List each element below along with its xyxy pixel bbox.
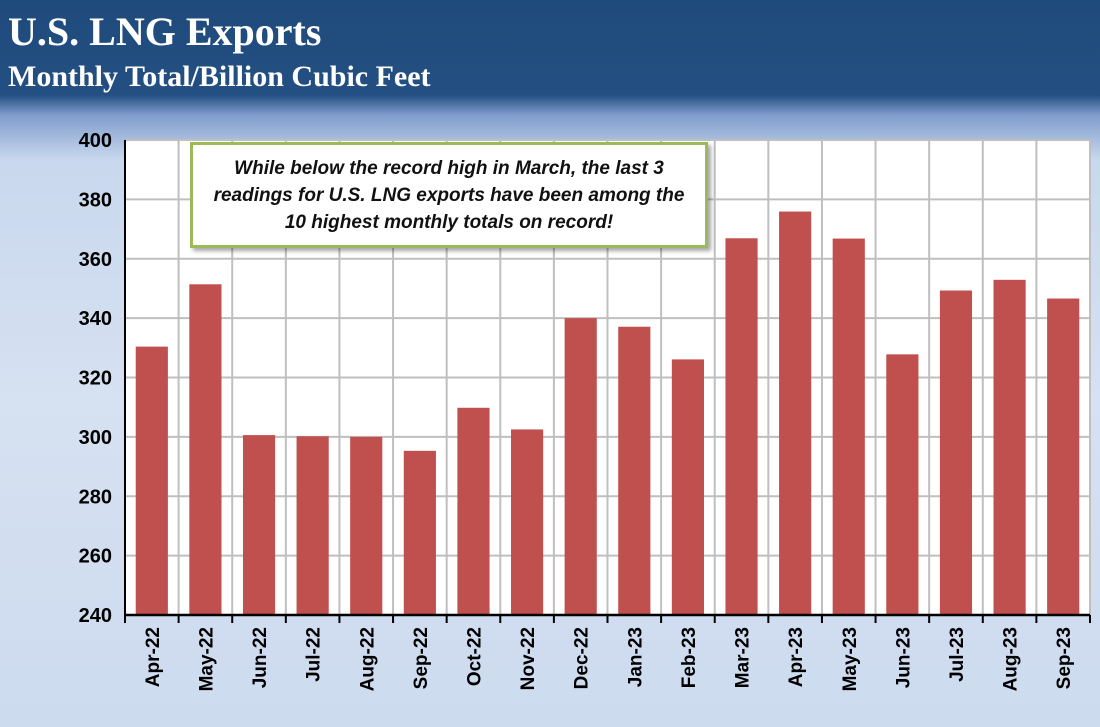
x-tick-label: Jul-22: [304, 627, 325, 682]
bar-jun-22: [242, 435, 276, 615]
x-tick-label: Sep-22: [411, 627, 432, 689]
x-tick-label: Dec-22: [572, 627, 593, 689]
x-tick-label: Aug-22: [357, 627, 378, 691]
bar-jul-23: [939, 290, 973, 615]
y-tick-label: 320: [79, 368, 112, 390]
y-tick-label: 280: [79, 486, 112, 508]
bar-dec-22: [564, 318, 597, 615]
bar-jun-23: [886, 354, 919, 615]
x-tick-label: Nov-22: [518, 627, 539, 690]
x-tick-label: Jun-23: [893, 627, 914, 688]
bar-feb-23: [671, 359, 704, 615]
x-tick-label: Apr-22: [143, 627, 164, 687]
x-tick-label: May-22: [196, 627, 217, 691]
bar-may-23: [832, 238, 865, 615]
bar-jul-22: [296, 436, 329, 615]
bar-jan-23: [618, 326, 651, 615]
bar-aug-22: [350, 436, 383, 615]
x-tick-label: Sep-23: [1054, 627, 1075, 689]
bar-nov-22: [511, 429, 544, 615]
x-tick-label: Mar-23: [733, 627, 754, 688]
x-tick-label: Jul-23: [947, 627, 968, 682]
bar-aug-23: [993, 279, 1026, 615]
y-tick-label: 300: [79, 427, 112, 449]
y-tick-label: 380: [79, 189, 112, 211]
x-tick-label: Feb-23: [679, 627, 700, 688]
x-tick-label: May-23: [840, 627, 861, 691]
x-tick-label: Jan-23: [625, 627, 646, 687]
x-tick-label: Apr-23: [786, 627, 807, 687]
x-tick-label: Aug-23: [1001, 627, 1022, 691]
y-tick-label: 340: [79, 308, 112, 330]
y-tick-label: 240: [79, 605, 112, 627]
chart-title: U.S. LNG Exports: [8, 9, 322, 54]
annotation-box: While below the record high in March, th…: [190, 142, 708, 248]
bar-sep-23: [1047, 298, 1080, 615]
chart-subtitle: Monthly Total/Billion Cubic Feet: [8, 60, 431, 93]
bar-apr-23: [779, 211, 812, 615]
bar-apr-22: [135, 346, 168, 615]
x-tick-label: Oct-22: [464, 627, 485, 686]
bar-may-22: [189, 284, 222, 615]
bar-oct-22: [457, 407, 490, 615]
bar-mar-23: [725, 238, 758, 615]
y-tick-label: 400: [79, 130, 112, 152]
y-tick-label: 360: [79, 249, 112, 271]
x-tick-label: Jun-22: [250, 627, 271, 688]
y-tick-label: 260: [79, 546, 112, 568]
bar-sep-22: [403, 450, 436, 615]
